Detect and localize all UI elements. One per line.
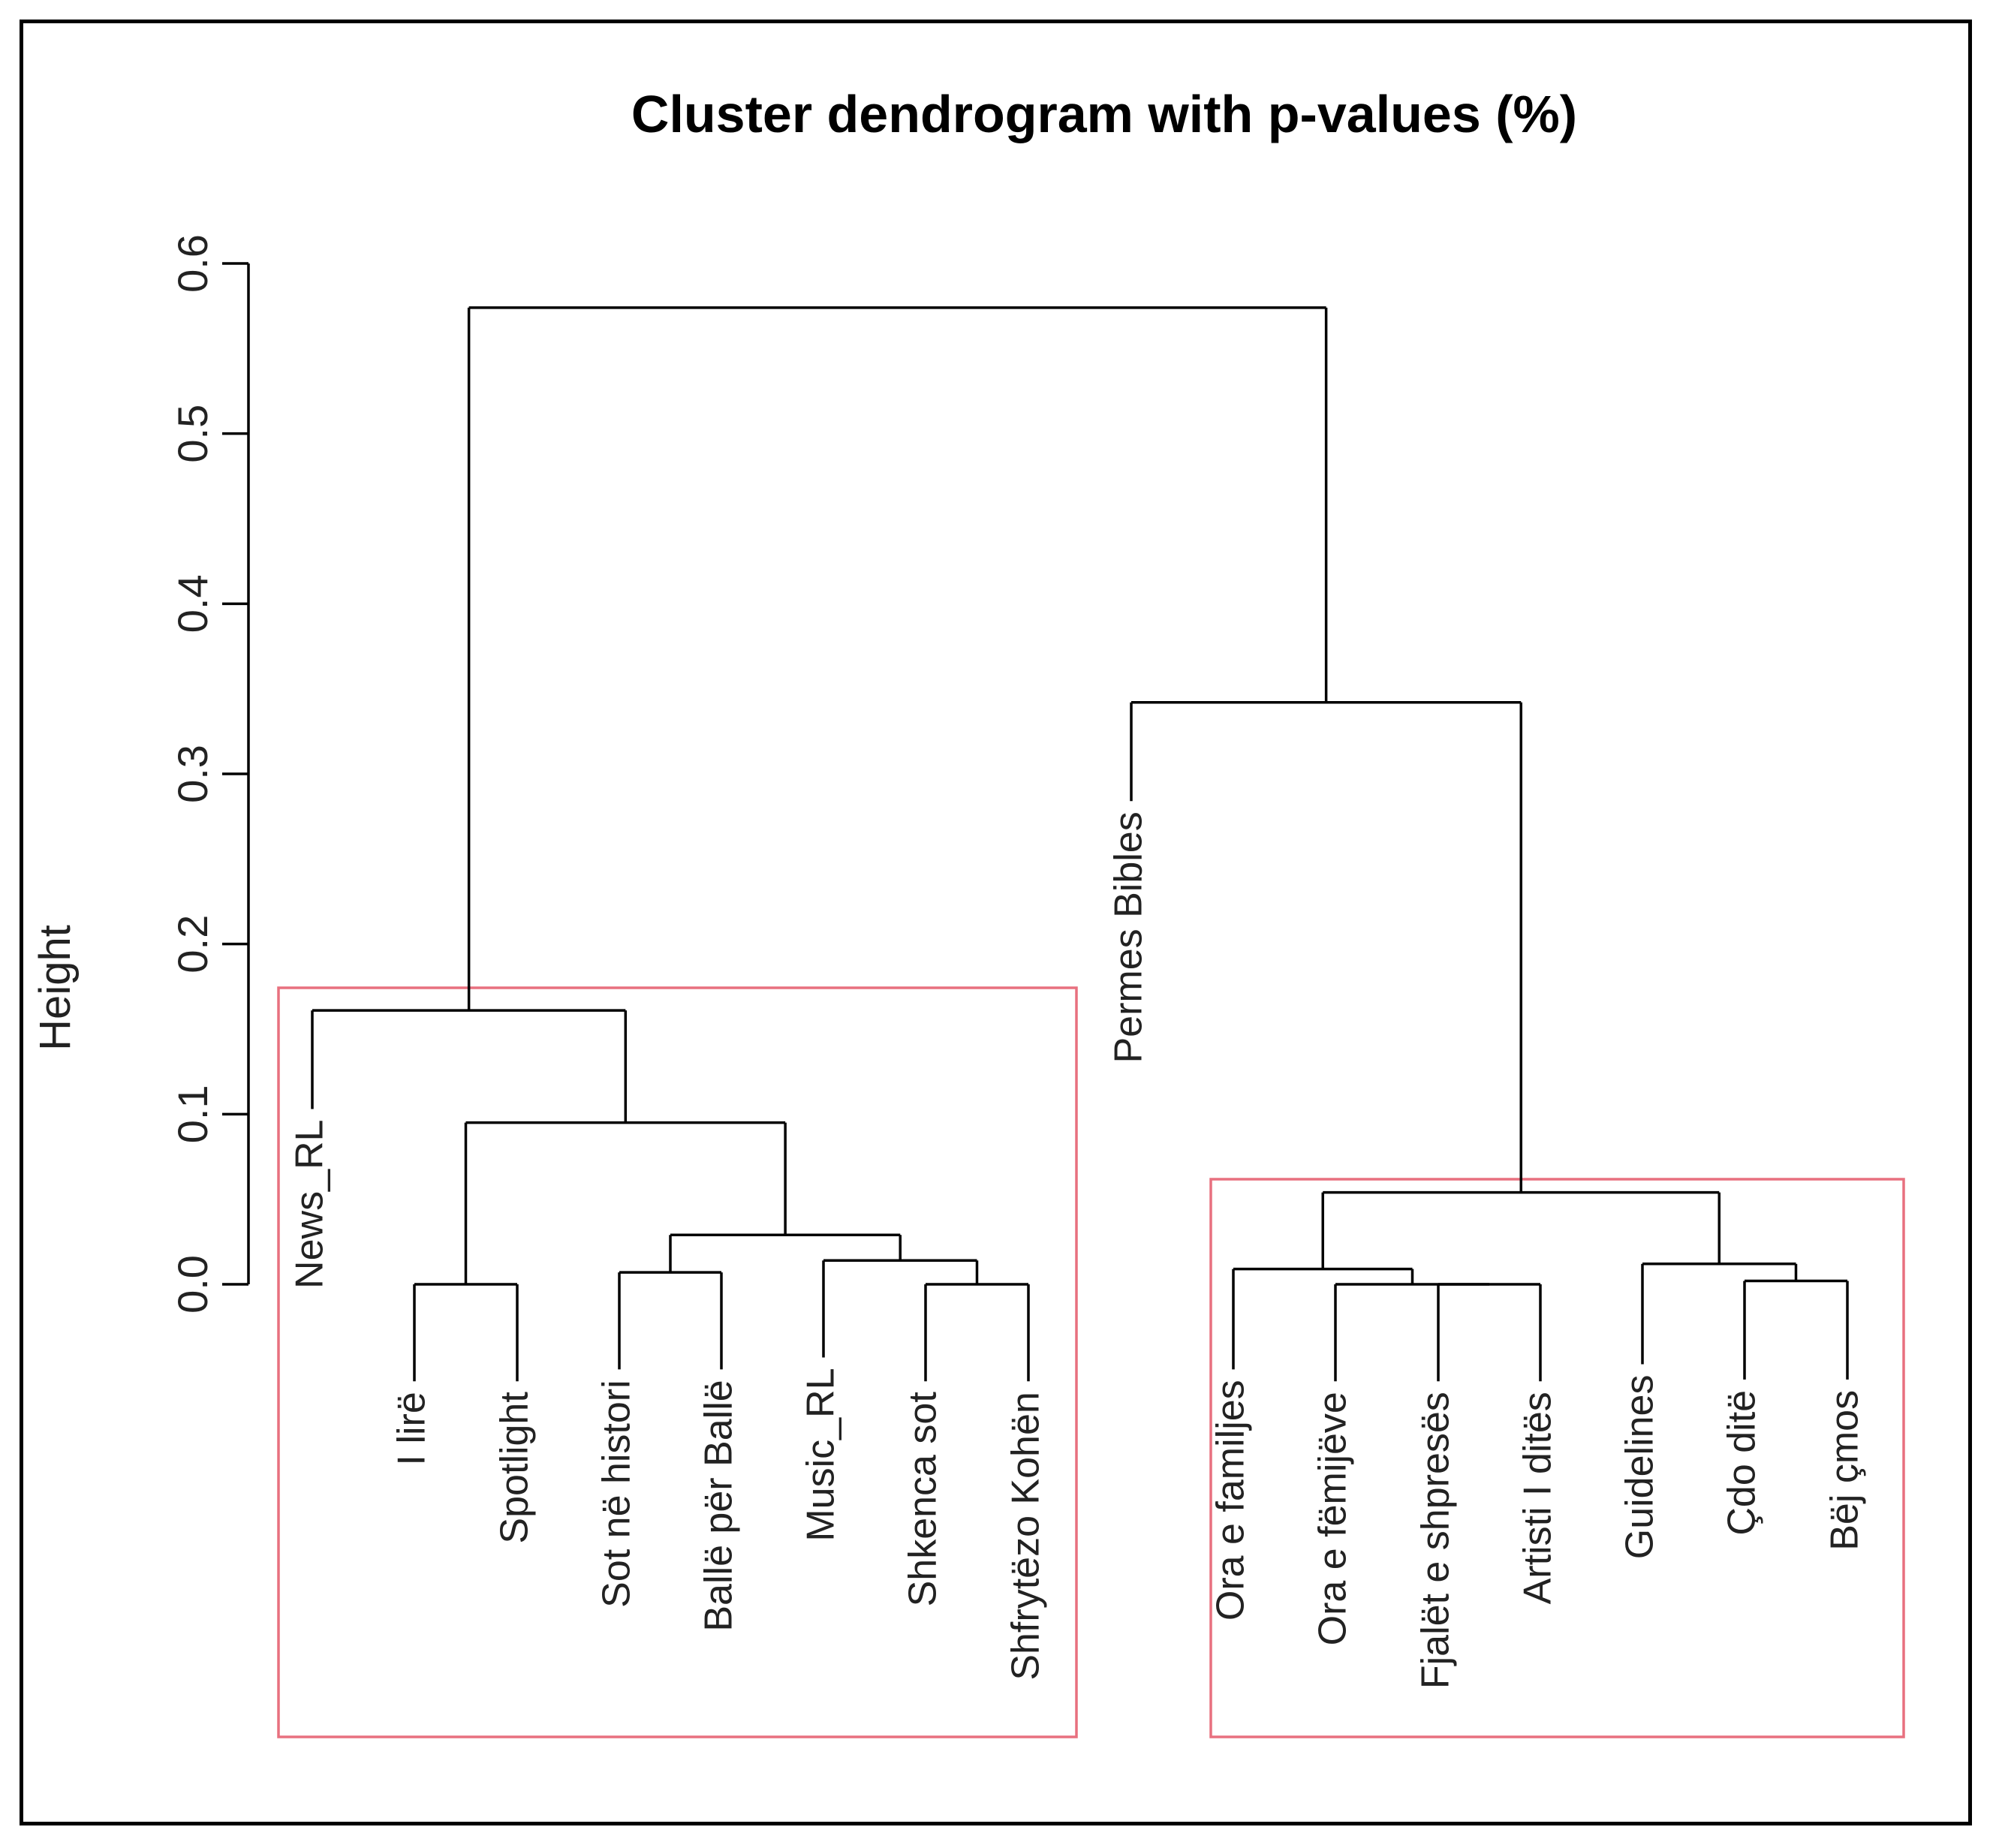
leaf-label: Çdo ditë xyxy=(1721,1390,1764,1536)
leaf-label: Shfrytëzo Kohën xyxy=(1004,1392,1048,1680)
leaf-label: Guidelines xyxy=(1618,1375,1662,1560)
y-tick-label: 0.6 xyxy=(169,234,216,293)
cluster-box xyxy=(1209,1178,1905,1738)
dendrogram-chart: Cluster dendrogram with p-values (%) Hei… xyxy=(31,85,1905,1738)
y-tick-label: 0.1 xyxy=(169,1085,216,1143)
y-tick-label: 0.4 xyxy=(169,574,216,633)
leaf-label: Ora e familjes xyxy=(1209,1380,1253,1621)
leaf-label: Spotlight xyxy=(493,1392,537,1544)
leaf-label: Artisti I ditës xyxy=(1516,1392,1560,1604)
leaf-label: News_RL xyxy=(288,1120,332,1289)
chart-title: Cluster dendrogram with p-values (%) xyxy=(631,85,1577,143)
figure-frame: Cluster dendrogram with p-values (%) Hei… xyxy=(20,20,1972,1825)
leaf-label: Ballë për Ballë xyxy=(697,1380,741,1631)
leaf-label: Fjalët e shpresës xyxy=(1414,1392,1458,1689)
leaf-label: Bëj çmos xyxy=(1823,1390,1867,1551)
cluster-box xyxy=(277,986,1078,1738)
leaf-label: Shkenca sot xyxy=(902,1392,945,1607)
y-tick-label: 0.2 xyxy=(169,915,216,974)
leaf-label: I lirë xyxy=(390,1392,434,1465)
y-axis-label: Height xyxy=(31,925,80,1051)
dendrogram-branches xyxy=(311,306,1849,1382)
leaf-label: Permes Bibles xyxy=(1107,811,1151,1063)
leaf-label: Music_RL xyxy=(799,1368,843,1541)
y-tick-label: 0.3 xyxy=(169,745,216,803)
y-tick-label: 0.5 xyxy=(169,405,216,463)
leaf-label: Sot në histori xyxy=(595,1380,639,1608)
leaf-label: Ora e fëmijëve xyxy=(1311,1392,1355,1645)
cluster-boxes xyxy=(277,986,1905,1738)
y-tick-label: 0.0 xyxy=(169,1255,216,1314)
leaf-labels: News_RL I lirë Spotlight Sot në histori Ball… xyxy=(288,811,1867,1689)
y-axis: 0.0 0.1 0.2 0.3 0.4 0.5 0.6 xyxy=(169,234,250,1314)
